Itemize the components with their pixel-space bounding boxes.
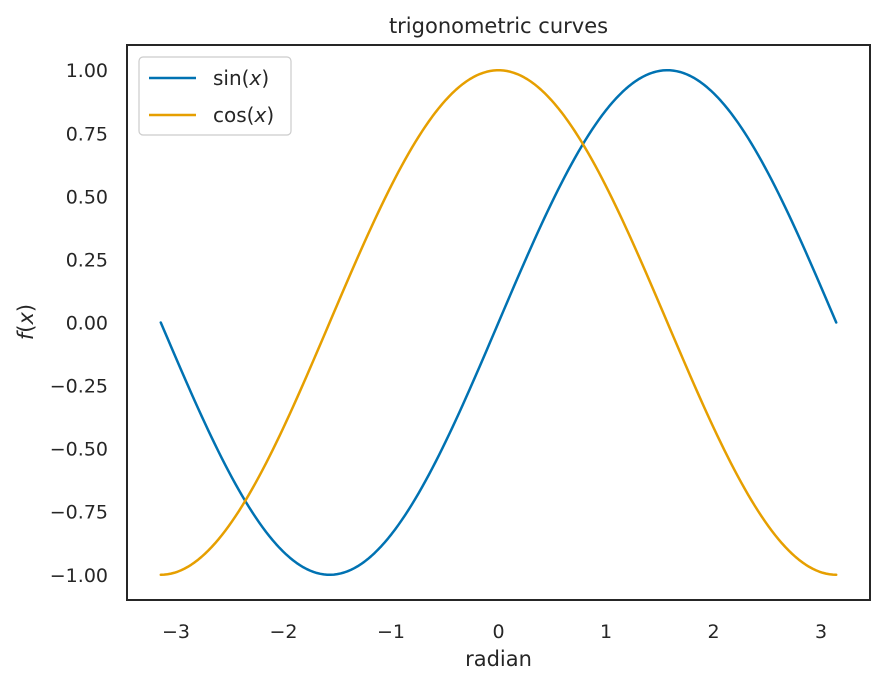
legend-label-sin-func: sin( [213, 66, 249, 90]
y-tick-label: 0.00 [66, 313, 108, 335]
x-tick-label: −2 [269, 621, 297, 643]
x-tick-label: 2 [707, 621, 719, 643]
y-axis-label: f(x) [14, 304, 38, 340]
legend-label-cos-close: ) [266, 103, 274, 127]
x-axis-ticks: −3 −2 −1 0 1 2 3 [162, 621, 827, 643]
y-axis-label-open: ( [14, 325, 38, 333]
series-lines [159, 68, 838, 577]
y-axis-ticks: −1.00 −0.75 −0.50 −0.25 0.00 0.25 0.50 0.75 1.00 [50, 60, 108, 587]
y-axis-label-var: x [14, 312, 38, 326]
y-axis-label-func: f [14, 329, 38, 340]
x-axis-label: radian [465, 647, 532, 671]
y-tick-label: −0.25 [50, 376, 108, 398]
legend-label-cos: cos(x) [213, 103, 274, 127]
legend-label-sin-close: ) [261, 66, 269, 90]
y-tick-label: 1.00 [66, 60, 108, 82]
y-tick-label: 0.25 [66, 249, 108, 271]
series-line-sin [159, 68, 838, 577]
y-tick-label: 0.50 [66, 186, 108, 208]
series-line-cos [159, 69, 838, 577]
x-tick-label: 1 [600, 621, 612, 643]
legend: sin(x) cos(x) [138, 56, 292, 136]
y-tick-label: 0.75 [66, 123, 108, 145]
x-tick-label: −1 [377, 621, 405, 643]
plot-frame [126, 44, 871, 601]
legend-label-sin-var: x [248, 66, 261, 90]
y-axis-label-close: ) [14, 304, 38, 312]
chart-title: trigonometric curves [389, 14, 608, 38]
legend-label-sin: sin(x) [213, 66, 269, 90]
y-tick-label: −1.00 [50, 565, 108, 587]
legend-label-cos-func: cos( [213, 103, 254, 127]
x-tick-label: 3 [815, 621, 827, 643]
legend-label-cos-var: x [253, 103, 266, 127]
y-tick-label: −0.75 [50, 502, 108, 524]
y-tick-label: −0.50 [50, 439, 108, 461]
x-tick-label: −3 [162, 621, 190, 643]
x-tick-label: 0 [492, 621, 504, 643]
